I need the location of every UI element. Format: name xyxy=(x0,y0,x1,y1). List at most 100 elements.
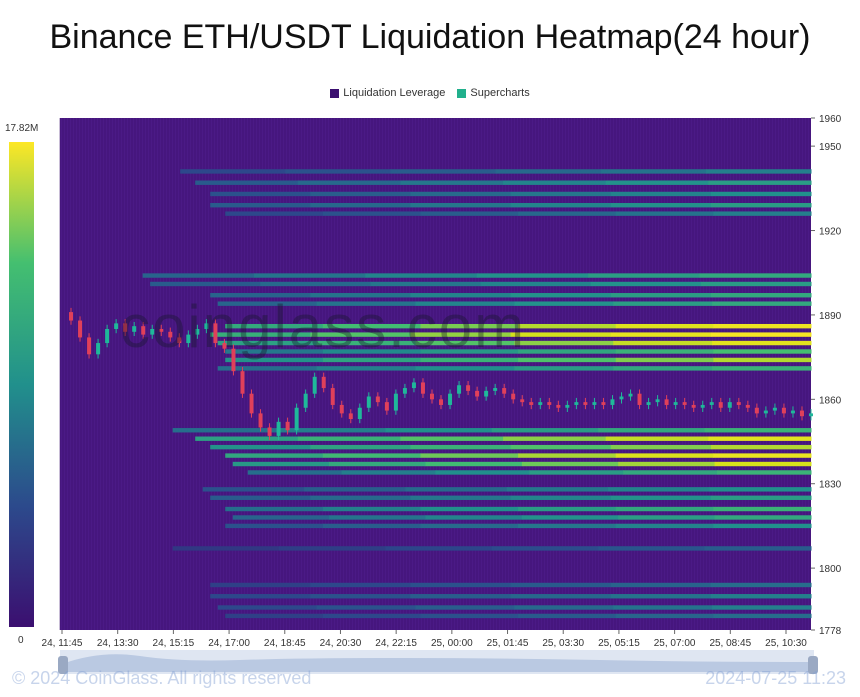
candle-body xyxy=(493,388,498,391)
candle-body xyxy=(574,402,579,405)
candle-body xyxy=(384,402,389,411)
candle-body xyxy=(123,323,128,332)
candle-body xyxy=(484,390,489,397)
liquidation-band xyxy=(425,461,523,467)
candle-body xyxy=(745,404,750,408)
slider-mini-chart xyxy=(62,654,812,672)
candle-body xyxy=(727,402,732,408)
liquidation-band xyxy=(713,506,812,512)
liquidation-band xyxy=(310,191,411,197)
liquidation-band xyxy=(717,470,812,475)
candle-body xyxy=(285,421,290,431)
candle-body xyxy=(402,388,407,394)
liquidation-band xyxy=(217,340,318,346)
colorbar[interactable] xyxy=(9,142,34,627)
liquidation-band xyxy=(714,515,812,520)
candle-body xyxy=(592,402,597,405)
liquidation-band xyxy=(699,273,812,278)
slider-handle-right[interactable] xyxy=(808,656,818,674)
liquidation-band xyxy=(329,515,426,520)
x-tick-label: 25, 01:45 xyxy=(487,638,529,649)
liquidation-band xyxy=(510,203,612,208)
liquidation-band xyxy=(615,453,714,458)
y-tick-label: 1778 xyxy=(819,626,842,637)
liquidation-band xyxy=(510,582,612,588)
liquidation-band xyxy=(712,301,812,306)
liquidation-band xyxy=(518,453,617,458)
liquidation-band xyxy=(521,515,619,520)
candle-body xyxy=(366,396,371,408)
liquidation-band xyxy=(202,487,305,492)
liquidation-band xyxy=(713,613,812,619)
legend-item-supercharts[interactable]: Supercharts xyxy=(457,87,530,99)
liquidation-band xyxy=(279,546,386,551)
liquidation-band xyxy=(195,180,299,185)
liquidation-band xyxy=(420,211,519,216)
liquidation-band xyxy=(713,357,812,363)
liquidation-band xyxy=(521,461,619,467)
liquidation-band xyxy=(410,582,512,588)
liquidation-band xyxy=(598,546,706,551)
liquidation-band xyxy=(420,357,519,363)
liquidation-band xyxy=(341,470,436,475)
candle-body xyxy=(547,402,552,405)
liquidation-band xyxy=(195,436,299,441)
candle-body xyxy=(168,331,173,338)
x-tick-label: 24, 11:45 xyxy=(42,638,83,649)
liquidation-band xyxy=(615,357,714,363)
slider-handle-left[interactable] xyxy=(58,656,68,674)
liquidation-band xyxy=(410,332,512,337)
legend-label-liquidation-leverage: Liquidation Leverage xyxy=(343,87,446,99)
liquidation-band xyxy=(172,546,280,551)
liquidation-band xyxy=(713,323,812,329)
liquidation-band xyxy=(710,495,812,500)
liquidation-band xyxy=(704,428,812,433)
liquidation-band xyxy=(615,323,714,329)
liquidation-band xyxy=(518,323,617,329)
liquidation-band xyxy=(623,470,718,475)
liquidation-band xyxy=(310,495,411,500)
liquidation-band xyxy=(704,546,812,551)
liquidation-band xyxy=(322,523,421,529)
candle-body xyxy=(736,402,741,405)
legend-item-liquidation-leverage[interactable]: Liquidation Leverage xyxy=(330,87,445,99)
liquidation-band xyxy=(210,191,311,197)
liquidation-band xyxy=(172,428,280,433)
x-tick-label: 24, 13:30 xyxy=(97,638,139,649)
liquidation-band xyxy=(713,523,812,529)
liquidation-band xyxy=(225,357,324,363)
liquidation-band xyxy=(310,332,411,337)
liquidation-band xyxy=(322,453,421,458)
liquidation-band xyxy=(254,273,366,278)
liquidation-band xyxy=(322,211,421,216)
liquidation-band xyxy=(316,340,416,346)
liquidation-band xyxy=(415,340,515,346)
liquidation-band xyxy=(210,594,311,599)
candle-body xyxy=(78,320,83,338)
liquidation-band xyxy=(615,613,714,619)
candle-body xyxy=(754,407,759,414)
candle-body xyxy=(87,337,92,355)
candle-body xyxy=(709,402,714,405)
liquidation-band xyxy=(713,349,812,354)
candle-body xyxy=(809,413,813,417)
liquidation-band xyxy=(410,191,512,197)
candle-body xyxy=(700,404,705,408)
candle-body xyxy=(204,323,209,329)
candle-body xyxy=(429,393,434,400)
liquidation-band xyxy=(142,273,255,278)
candle-body xyxy=(150,328,155,335)
liquidation-band xyxy=(297,180,401,185)
candle-body xyxy=(240,371,245,394)
liquidation-band xyxy=(316,301,416,306)
candle-body xyxy=(655,399,660,403)
candle-body xyxy=(249,393,254,414)
candle-body xyxy=(231,348,236,372)
candle-body xyxy=(466,385,471,391)
liquidation-band xyxy=(210,332,311,337)
liquidation-band xyxy=(180,169,286,174)
candle-body xyxy=(159,328,164,332)
liquidation-band xyxy=(420,323,519,329)
liquidation-band xyxy=(415,301,515,306)
